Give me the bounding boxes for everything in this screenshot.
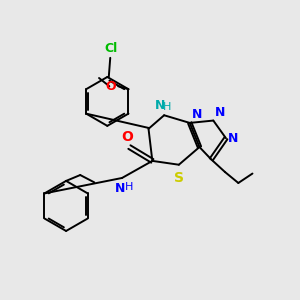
Text: S: S (174, 171, 184, 184)
Text: N: N (116, 182, 126, 194)
Text: N: N (228, 132, 239, 145)
Text: O: O (121, 130, 133, 143)
Text: H: H (125, 182, 134, 191)
Text: N: N (215, 106, 225, 119)
Text: N: N (192, 108, 202, 121)
Text: Cl: Cl (104, 43, 118, 56)
Text: O: O (105, 80, 116, 93)
Text: H: H (163, 102, 171, 112)
Text: N: N (155, 99, 166, 112)
